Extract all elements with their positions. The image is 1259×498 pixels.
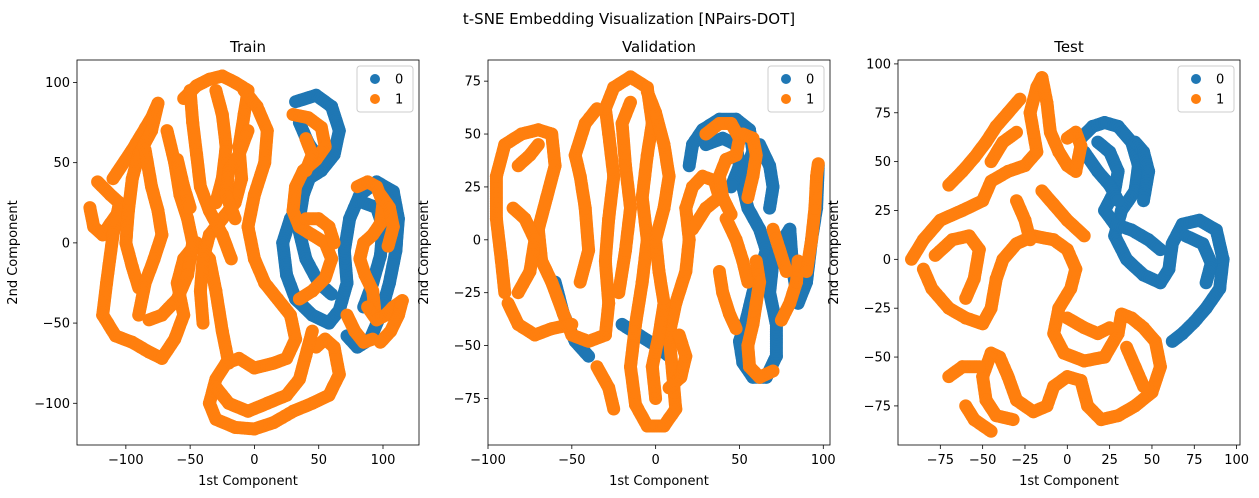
points-1 [489, 70, 825, 433]
y-tick-label: −50 [43, 317, 70, 332]
data-point [640, 85, 654, 99]
y-tick-label: 50 [53, 156, 70, 171]
data-point [132, 308, 146, 322]
data-point [624, 95, 637, 109]
data-point [741, 275, 755, 289]
x-tick-label: −50 [558, 453, 585, 468]
data-point [729, 322, 743, 336]
series-1 [905, 71, 1167, 438]
axes-frame-0 [76, 59, 420, 446]
y-tick-label: 100 [45, 76, 70, 91]
legend-marker [370, 94, 380, 104]
x-tick-label: 0 [250, 453, 258, 468]
data-point [183, 201, 197, 215]
data-point [686, 222, 699, 236]
x-axis-label: 1st Component [609, 474, 709, 489]
data-point [779, 265, 793, 278]
panel-title: Validation [622, 38, 696, 56]
panel-1: −100 −50 0 50 100 −75 −50 −25 0 25 50 75 Validation 1… [417, 38, 836, 489]
data-point [1199, 276, 1213, 290]
legend-label: 1 [806, 93, 814, 108]
figure-title: t-SNE Embedding Visualization [NPairs-DO… [463, 10, 795, 28]
y-tick-label: 0 [62, 236, 70, 251]
x-tick-label: 100 [371, 453, 396, 468]
data-point [1006, 413, 1020, 427]
y-tick-label: −25 [454, 286, 481, 301]
points-0 [83, 69, 409, 436]
data-point [142, 313, 156, 327]
y-axis-label: 2nd Component [6, 200, 21, 304]
data-point [373, 335, 387, 349]
data-point [1111, 194, 1125, 208]
panel-2: −75 −50 −25 0 25 50 75 100−75−50−250255075100Te… [827, 38, 1249, 489]
data-point [325, 287, 339, 301]
data-point [511, 286, 525, 300]
x-tick-label: 0 [652, 453, 660, 468]
data-point [582, 349, 596, 363]
x-tick-label: 50 [310, 453, 327, 468]
data-point [224, 252, 238, 266]
x-tick-label: −50 [176, 453, 203, 468]
data-point [1153, 243, 1167, 257]
data-point [741, 191, 755, 204]
legend-label: 1 [395, 93, 403, 108]
panel-0: −100 −50 0 50 100 −100 −50 0 50 100 Train 1st Compo… [6, 38, 420, 489]
data-point [1137, 194, 1150, 208]
panel-title: Train [229, 38, 266, 56]
x-tick-label: 50 [731, 453, 748, 468]
y-tick-label: 0 [473, 233, 481, 248]
legend-marker [781, 74, 791, 84]
data-point [292, 292, 306, 306]
data-point [766, 364, 780, 378]
data-point [590, 102, 604, 116]
legend: 01 [767, 65, 825, 113]
data-point [763, 201, 777, 215]
data-point [299, 164, 313, 178]
series-1 [489, 70, 825, 433]
axes-frame-1 [487, 59, 831, 446]
legend-marker [781, 94, 791, 104]
y-tick-label: 75 [464, 75, 481, 90]
data-point [672, 328, 686, 342]
y-tick-label: −100 [34, 397, 70, 412]
y-tick-label: −75 [454, 392, 481, 407]
data-point [531, 138, 545, 152]
legend-marker [370, 74, 380, 84]
x-axis-label: 1st Component [198, 474, 298, 489]
data-point [1060, 131, 1074, 145]
legend: 01 [356, 65, 414, 113]
data-point [228, 212, 242, 226]
y-axis-label: 2nd Component [417, 200, 432, 304]
x-tick-label: 100 [811, 453, 836, 468]
data-point [565, 317, 579, 331]
x-tick-label: −100 [470, 453, 506, 468]
y-tick-label: 25 [464, 180, 481, 195]
x-tick-label: −100 [108, 453, 144, 468]
data-point [811, 157, 825, 171]
series-1 [83, 69, 409, 436]
data-point [381, 239, 395, 253]
y-tick-label: 50 [464, 128, 481, 143]
legend-label: 0 [395, 73, 403, 88]
data-point [327, 236, 341, 250]
data-point [305, 324, 319, 338]
data-point [1165, 334, 1179, 348]
legend-label: 0 [806, 73, 814, 88]
data-point [196, 316, 210, 330]
points-2 [905, 71, 1230, 438]
data-point [607, 402, 621, 416]
y-tick-label: −50 [454, 339, 481, 354]
series-0 [1074, 116, 1230, 348]
data-point [209, 196, 223, 210]
